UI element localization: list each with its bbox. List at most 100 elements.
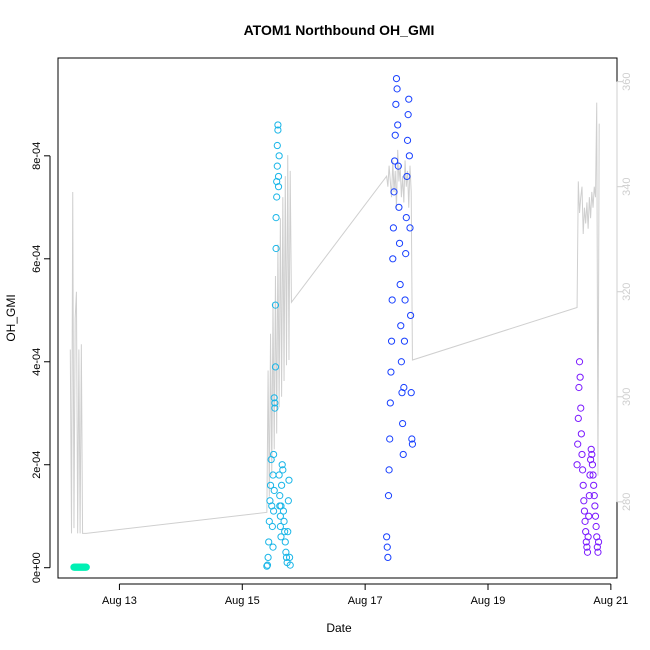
data-point-series-2	[286, 561, 294, 569]
data-point-series-3	[392, 74, 401, 83]
data-point-series-2	[268, 502, 276, 510]
data-point-series-3	[396, 280, 404, 289]
data-point-series-4	[591, 512, 600, 520]
data-point-series-2	[265, 538, 273, 546]
data-point-series-2	[278, 461, 286, 469]
x-axis-label: Date	[326, 621, 352, 635]
data-point-series-4	[576, 373, 584, 381]
data-point-series-2	[276, 492, 284, 500]
data-point-series-4	[588, 461, 597, 469]
x-tick-label: Aug 13	[102, 595, 137, 607]
data-point-series-3	[386, 435, 394, 443]
data-point-series-3	[384, 553, 392, 562]
data-point-series-3	[393, 85, 401, 93]
data-point-series-2	[281, 538, 289, 546]
data-point-series-4	[574, 414, 582, 422]
data-point-series-3	[387, 337, 396, 345]
data-point-series-4	[590, 492, 598, 500]
data-point-series-4	[578, 450, 586, 459]
data-point-series-3	[395, 203, 403, 211]
data-point-series-2	[277, 533, 285, 541]
data-point-series-3	[394, 162, 402, 170]
data-point-series-3	[389, 224, 397, 232]
data-point-series-4	[585, 512, 593, 520]
y-tick-label: 4e-04	[31, 348, 43, 376]
data-point-series-3	[403, 172, 411, 181]
data-point-series-4	[590, 481, 598, 489]
data-point-series-4	[573, 461, 581, 469]
data-point-series-2	[269, 471, 277, 479]
plot-frame	[57, 57, 618, 579]
data-point-series-3	[384, 492, 393, 500]
y-axis: 0e+00 2e-04 4e-04 6e-04 8e-04	[31, 142, 51, 583]
data-point-series-2	[282, 553, 291, 562]
data-point-series-4	[594, 548, 602, 556]
y-tick-label: 6e-04	[31, 245, 43, 273]
data-point-series-2	[274, 121, 282, 129]
data-point-series-2	[263, 561, 272, 569]
data-point-series-4	[591, 502, 599, 510]
data-point-series-3	[406, 224, 414, 232]
data-point-series-4	[582, 538, 590, 546]
y-axis-label: OH_GMI	[4, 294, 18, 341]
data-point-series-4	[579, 481, 587, 489]
y2-axis: 280 300 320 340 360	[616, 72, 633, 511]
data-point-series-3	[404, 111, 412, 119]
data-point-series-4	[583, 548, 592, 556]
data-point-series-2	[271, 301, 280, 309]
data-point-series-2	[271, 404, 279, 412]
data-point-series-3	[386, 399, 394, 407]
data-point-series-3	[408, 435, 416, 443]
x-tick-label: Aug 19	[471, 595, 506, 607]
data-point-series-3	[394, 121, 402, 129]
data-point-series-2	[270, 394, 278, 402]
y-tick-label: 2e-04	[31, 451, 43, 479]
data-point-series-3	[401, 296, 409, 304]
data-point-series-2	[276, 522, 284, 531]
data-point-series-2	[281, 528, 289, 536]
data-point-series-2	[271, 363, 280, 371]
y-tick-label: 0e+00	[31, 552, 43, 583]
data-point-series-4	[579, 466, 587, 474]
data-point-series-3	[391, 157, 399, 165]
data-point-series-2	[271, 399, 279, 407]
data-point-series-2	[266, 481, 275, 489]
data-point-series-3	[403, 136, 412, 144]
chart-title: ATOM1 Northbound OH_GMI	[244, 22, 435, 38]
data-point-series-2	[285, 476, 293, 484]
data-point-series-2	[274, 172, 283, 181]
data-point-series-3	[400, 383, 408, 392]
data-point-series-4	[589, 471, 597, 479]
data-point-series-3	[397, 358, 405, 366]
data-point-series-3	[399, 450, 407, 459]
data-point-series-2	[272, 244, 280, 253]
x-tick-label: Aug 15	[225, 595, 260, 607]
data-point-series-3	[407, 389, 415, 397]
x-tick-label: Aug 21	[593, 595, 628, 607]
data-point-series-4	[585, 492, 593, 500]
data-point-series-4	[593, 543, 601, 551]
data-point-series-2	[264, 553, 272, 562]
data-point-series-2	[273, 193, 281, 201]
data-point-series-3	[392, 100, 400, 108]
data-point-series-4	[588, 450, 596, 459]
data-point-series-4	[574, 440, 582, 448]
data-point-series-3	[390, 188, 398, 196]
data-point-series-4	[580, 497, 588, 505]
data-point-series-2	[274, 183, 283, 191]
data-point-series-2	[273, 177, 281, 186]
data-point-series-2	[282, 548, 290, 556]
x-axis: Aug 13 Aug 15 Aug 17 Aug 19 Aug 21	[102, 583, 628, 607]
data-point-series-3	[385, 466, 393, 474]
data-point-series-2	[270, 486, 278, 495]
data-point-series-4	[580, 507, 589, 515]
data-point-series-3	[407, 311, 415, 320]
data-point-series-2	[272, 214, 280, 222]
data-point-series-3	[388, 296, 396, 304]
data-point-series-2	[278, 481, 286, 489]
data-point-series-2	[273, 162, 281, 170]
data-point-series-2	[266, 497, 274, 505]
data-point-series-2	[285, 553, 294, 562]
